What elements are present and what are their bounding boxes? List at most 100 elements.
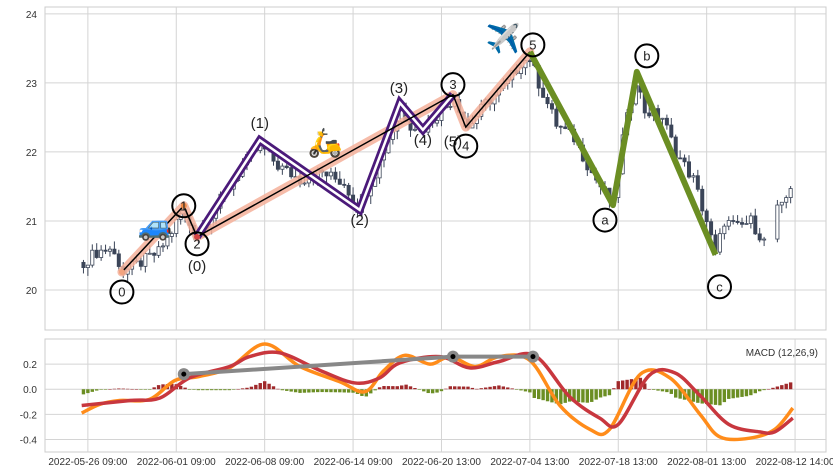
histogram-bar bbox=[249, 386, 254, 390]
candle-body bbox=[412, 128, 417, 131]
wave-label: 4 bbox=[462, 139, 469, 154]
candle-body bbox=[691, 175, 696, 178]
candle bbox=[647, 106, 652, 119]
histogram-bar bbox=[696, 389, 700, 403]
histogram-bar bbox=[289, 389, 293, 392]
candle-body bbox=[700, 188, 705, 212]
histogram-bar bbox=[258, 383, 262, 390]
histogram-bar bbox=[497, 385, 501, 390]
y-tick-label: 0.2 bbox=[23, 360, 37, 371]
histogram-bar bbox=[475, 388, 479, 390]
histogram-bar bbox=[285, 389, 289, 391]
candle bbox=[722, 223, 727, 240]
histogram-bar bbox=[236, 388, 240, 390]
x-axis: 2022-05-26 09:00 2022-06-01 09:00 2022-06-… bbox=[48, 457, 833, 468]
histogram-bar bbox=[470, 387, 475, 390]
candle bbox=[682, 154, 687, 167]
candle bbox=[156, 241, 161, 258]
histogram-bar bbox=[572, 389, 576, 402]
histogram-bar bbox=[444, 388, 448, 390]
histogram-bar bbox=[209, 389, 214, 391]
candle-body bbox=[112, 248, 117, 255]
candle-body bbox=[762, 238, 767, 241]
histogram-bar bbox=[713, 389, 718, 405]
candle bbox=[342, 178, 347, 188]
histogram-bar bbox=[674, 389, 678, 398]
x-tick-label: 2022-08-12 14:00 bbox=[756, 457, 833, 468]
histogram-bar bbox=[669, 389, 674, 394]
wave-label-circle: a bbox=[592, 207, 618, 233]
macd-histogram bbox=[81, 377, 793, 406]
candle bbox=[333, 167, 338, 183]
candle-body bbox=[695, 175, 700, 190]
candle-body bbox=[704, 210, 709, 223]
candle-body bbox=[541, 87, 546, 98]
histogram-bar bbox=[784, 383, 788, 390]
candle-body bbox=[85, 264, 90, 269]
histogram-bar bbox=[205, 389, 209, 391]
label-ring bbox=[440, 72, 466, 98]
candle bbox=[85, 264, 90, 276]
histogram-bar bbox=[731, 389, 735, 399]
histogram-bar bbox=[240, 388, 245, 390]
candle-body bbox=[337, 178, 342, 185]
sub-wave-label: (5) bbox=[444, 134, 462, 151]
candle-body bbox=[722, 225, 727, 235]
candle-body bbox=[775, 204, 780, 240]
histogram-bar bbox=[616, 381, 620, 390]
candle bbox=[328, 167, 333, 180]
histogram-bar bbox=[439, 389, 444, 392]
histogram-bar bbox=[178, 385, 183, 390]
histogram-bar bbox=[125, 388, 130, 390]
histogram-bar bbox=[201, 389, 205, 391]
candle-body bbox=[779, 201, 784, 206]
wave-label-circle: 3 bbox=[440, 72, 466, 98]
histogram-bar bbox=[103, 389, 108, 390]
pivot-dot bbox=[118, 269, 125, 276]
histogram-bar bbox=[727, 389, 731, 399]
candle-body bbox=[342, 183, 347, 186]
candle-body bbox=[116, 253, 121, 267]
histogram-bar bbox=[117, 388, 121, 390]
histogram-bar bbox=[537, 389, 541, 400]
histogram-bar bbox=[488, 386, 492, 390]
candle-body bbox=[647, 112, 652, 117]
histogram-bar bbox=[395, 386, 399, 390]
label-ring bbox=[171, 193, 197, 219]
label-ring bbox=[184, 231, 210, 257]
histogram-bar bbox=[634, 378, 638, 390]
histogram-bar bbox=[382, 386, 386, 390]
histogram-bar bbox=[99, 389, 103, 390]
label-ring bbox=[707, 274, 733, 300]
histogram-bar bbox=[417, 389, 422, 390]
candle-body bbox=[302, 182, 307, 185]
histogram-bar bbox=[691, 389, 696, 402]
wave-label-circle: 1 bbox=[171, 193, 197, 219]
candle bbox=[735, 215, 740, 225]
histogram-bar bbox=[152, 387, 156, 390]
candle bbox=[678, 150, 683, 160]
histogram-bar bbox=[519, 389, 523, 391]
candle-body bbox=[664, 117, 669, 126]
candle bbox=[748, 212, 753, 229]
histogram-bar bbox=[594, 389, 598, 400]
histogram-bar bbox=[612, 388, 616, 390]
histogram-bar bbox=[329, 389, 333, 393]
histogram-bar bbox=[170, 383, 174, 390]
candle-body bbox=[156, 246, 161, 256]
candle bbox=[138, 256, 143, 271]
candle-body bbox=[558, 125, 563, 128]
candle-body bbox=[784, 197, 789, 203]
label-ring bbox=[453, 133, 479, 159]
correction-wave-line bbox=[527, 50, 719, 256]
histogram-bar bbox=[762, 389, 766, 391]
impulse-wave-line bbox=[121, 51, 531, 273]
x-tick-label: 2022-05-26 09:00 bbox=[48, 457, 127, 468]
histogram-bar bbox=[262, 381, 267, 390]
candle bbox=[726, 216, 731, 231]
candle-body bbox=[99, 249, 104, 258]
histogram-bar bbox=[148, 389, 152, 390]
histogram-bar bbox=[483, 387, 488, 390]
candle bbox=[775, 199, 780, 243]
